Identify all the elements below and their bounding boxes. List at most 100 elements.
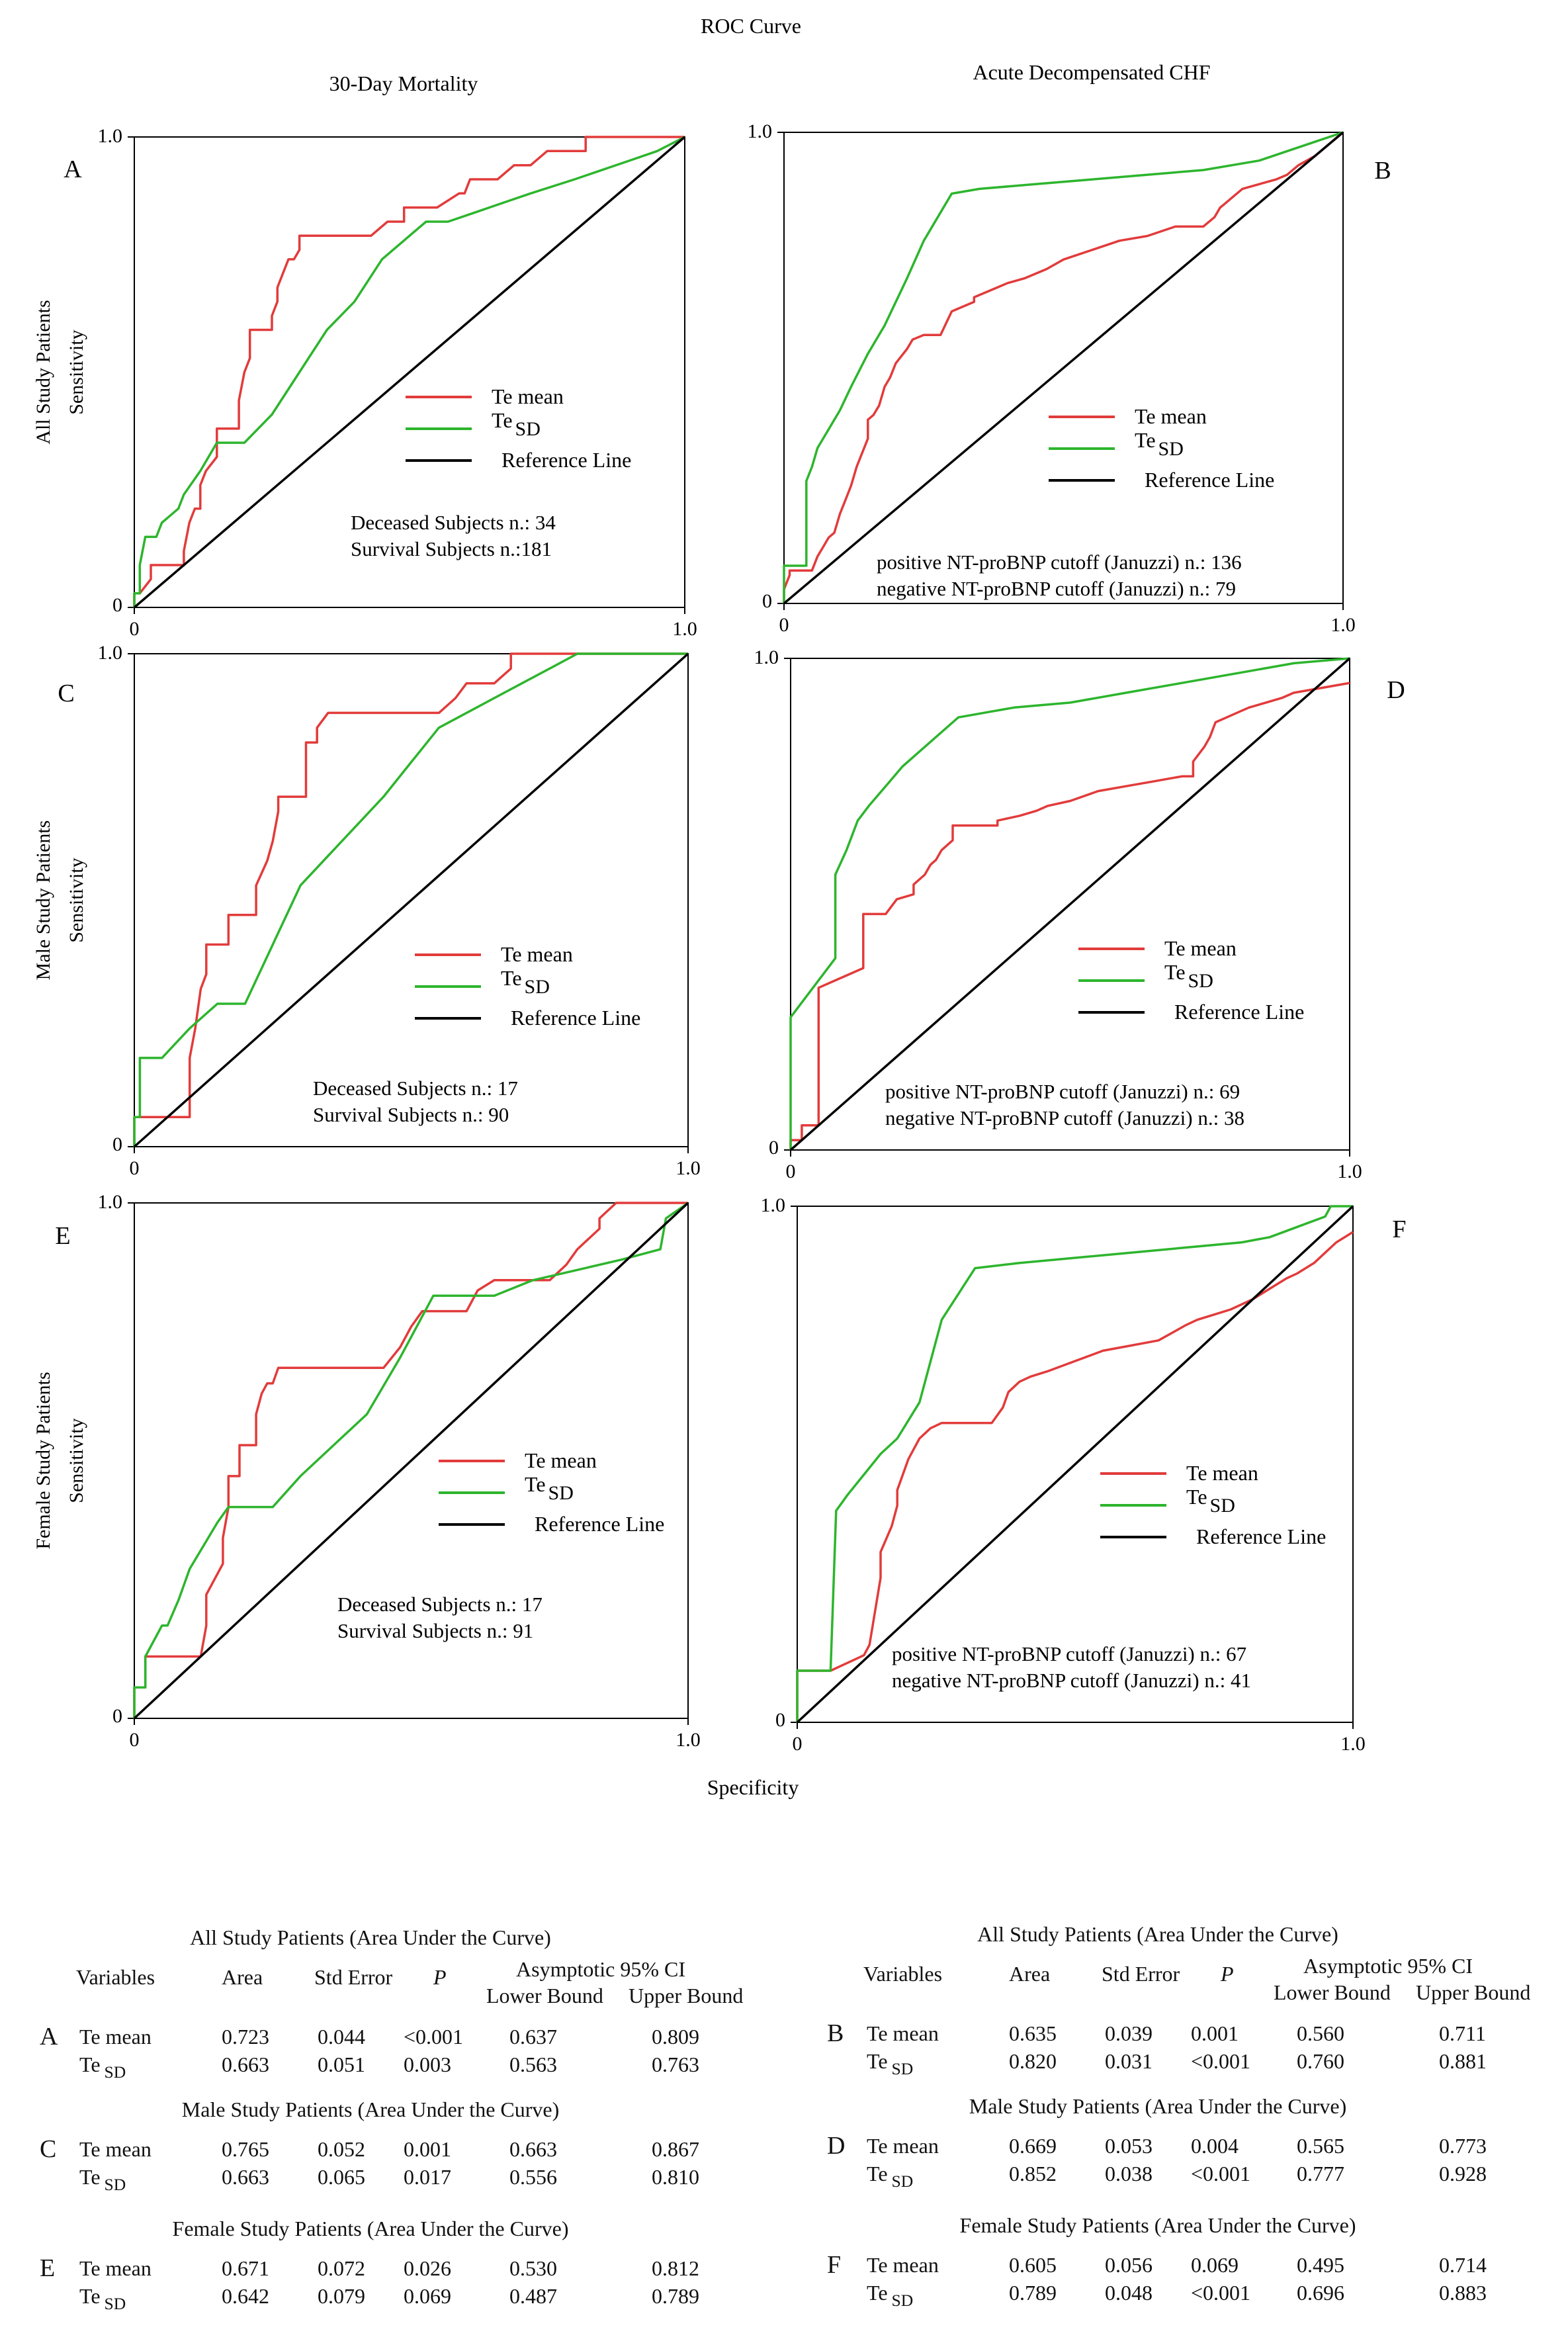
table-left-group-2-row-1-p: 0.069 xyxy=(404,2284,451,2308)
table-left-group-0-row-0-std-error: 0.044 xyxy=(318,2025,365,2049)
panel-d-letter: D xyxy=(1387,676,1405,704)
table-right-group-0-row-0-variable: Te mean xyxy=(867,2021,939,2045)
table-left-header-lower: Lower Bound xyxy=(486,1984,603,2008)
table-right-header-p: P xyxy=(1221,1962,1234,1986)
table-right-group-0-row-0-upper: 0.711 xyxy=(1439,2021,1486,2045)
panel-d-series-te-mean-line xyxy=(789,682,1350,1150)
table-left-group-2-row-1-area: 0.642 xyxy=(222,2284,269,2308)
table-right-group-1-row-0-std-error: 0.053 xyxy=(1105,2134,1153,2158)
panel-f-xlabel-min: 0 xyxy=(793,1733,803,1755)
panel-d-xlabel-max: 1.0 xyxy=(1337,1161,1362,1182)
panel-b-ylabel-max: 1.0 xyxy=(748,120,773,142)
panel-f-xlabel-max: 1.0 xyxy=(1340,1733,1366,1755)
panel-b-series-te-sd-line xyxy=(783,131,1344,603)
panel-a-legend-ref-label: Reference Line xyxy=(501,448,631,472)
table-left-group-2-letter: E xyxy=(40,2254,56,2282)
table-right-group-2-row-0-std-error: 0.056 xyxy=(1105,2253,1153,2277)
panel-c-legend-sd-label: Te SD xyxy=(501,966,550,998)
table-right-header-lower: Lower Bound xyxy=(1274,1980,1391,2004)
panel-c-xlabel-min: 0 xyxy=(130,1157,140,1179)
panel-b-ylabel-min: 0 xyxy=(762,590,772,612)
table-left-group-1-row-1-lower: 0.556 xyxy=(509,2165,557,2189)
table-left-group-0-row-1-lower: 0.563 xyxy=(509,2052,557,2076)
panel-b-legend-mean-label: Te mean xyxy=(1135,404,1207,428)
table-right-group-2-title: Female Study Patients (Area Under the Cu… xyxy=(959,2213,1356,2237)
y-axis-label-a: Sensitivity xyxy=(65,330,87,414)
col-title-chf: Acute Decompensated CHF xyxy=(973,60,1210,84)
panel-a-frame xyxy=(134,136,685,608)
table-right-group-2-row-1-upper: 0.883 xyxy=(1439,2281,1487,2305)
panel-b-letter: B xyxy=(1374,157,1391,185)
panel-a-annotation-1: Survival Subjects n.:181 xyxy=(351,537,552,560)
panel-d-legend-ref-label: Reference Line xyxy=(1174,1000,1304,1024)
table-right-group-2-row-0-upper: 0.714 xyxy=(1439,2253,1487,2277)
table-left-group-2-row-1-std-error: 0.079 xyxy=(318,2284,365,2308)
table-right-group-1-row-1-upper: 0.928 xyxy=(1439,2162,1487,2185)
table-right-group-2-letter: F xyxy=(827,2251,842,2279)
table-right-group-2-row-1-variable: Te SD xyxy=(867,2281,914,2310)
panel-e-letter: E xyxy=(55,1222,70,1250)
panel-c-legend-ref-label: Reference Line xyxy=(511,1006,640,1030)
panel-a-xlabel-min: 0 xyxy=(130,618,140,640)
panel-d-series-reference-line xyxy=(789,657,1351,1151)
panel-e-xlabel-min: 0 xyxy=(130,1729,140,1751)
row-title-a: All Study Patients xyxy=(32,300,54,444)
panel-c-legend-mean-label: Te mean xyxy=(501,942,573,966)
panel-a-legend-mean-label: Te mean xyxy=(492,384,564,408)
panel-a-xlabel-max: 1.0 xyxy=(672,618,697,640)
panel-c-annotation-1: Survival Subjects n.: 90 xyxy=(313,1103,509,1126)
panel-d-annotation-0: positive NT-proBNP cutoff (Januzzi) n.: … xyxy=(885,1080,1240,1103)
panel-c-series-te-sd-line xyxy=(133,652,688,1147)
panel-b-series-reference-line xyxy=(783,131,1344,605)
table-left-group-0-row-0-upper: 0.809 xyxy=(652,2025,699,2049)
table-right-group-0-row-0-area: 0.635 xyxy=(1009,2021,1057,2045)
panel-e-frame xyxy=(134,1202,689,1719)
panel-e-legend-sd-label: Te SD xyxy=(525,1472,574,1504)
table-left-group-1-row-1-std-error: 0.065 xyxy=(318,2165,365,2189)
panel-f-legend-mean-label: Te mean xyxy=(1186,1461,1258,1485)
panel-c-letter: C xyxy=(58,680,74,707)
table-right-header-upper: Upper Bound xyxy=(1416,1980,1531,2004)
row-title-c: Male Study Patients xyxy=(32,820,54,981)
table-left-group-2-row-0-lower: 0.530 xyxy=(509,2256,557,2280)
table-left-group-2-row-0-p: 0.026 xyxy=(404,2256,451,2280)
table-left-group-1-row-0-p: 0.001 xyxy=(404,2137,451,2161)
table-right-group-0-row-1-lower: 0.760 xyxy=(1297,2049,1344,2073)
table-left-group-1-row-1-p: 0.017 xyxy=(404,2165,451,2189)
table-right-group-1-row-0-p: 0.004 xyxy=(1191,2134,1239,2158)
table-left-group-1-row-0-variable: Te mean xyxy=(79,2137,152,2161)
panel-e-xlabel-max: 1.0 xyxy=(675,1729,701,1751)
panel-b-frame xyxy=(783,132,1344,604)
table-right-header-std-error: Std Error xyxy=(1102,1962,1180,1986)
panel-c-ylabel-min: 0 xyxy=(112,1133,122,1155)
panel-d-legend-sd-label: Te SD xyxy=(1164,960,1213,992)
panel-f-legend-ref-label: Reference Line xyxy=(1196,1524,1326,1548)
table-right-group-0-letter: B xyxy=(827,2019,844,2047)
table-right-group-1-row-1-area: 0.852 xyxy=(1009,2162,1057,2185)
table-left-group-0-title: All Study Patients (Area Under the Curve… xyxy=(190,1925,551,1949)
panel-f-annotation-0: positive NT-proBNP cutoff (Januzzi) n.: … xyxy=(892,1642,1246,1665)
table-left-group-1-row-1-upper: 0.810 xyxy=(652,2165,699,2189)
table-right-group-1-row-1-variable: Te SD xyxy=(867,2162,914,2191)
col-title-mortality: 30-Day Mortality xyxy=(329,71,478,95)
table-right-group-1-row-1-lower: 0.777 xyxy=(1297,2162,1344,2185)
panel-d-annotation-1: negative NT-proBNP cutoff (Januzzi) n.: … xyxy=(885,1106,1244,1129)
panel-b-annotation-1: negative NT-proBNP cutoff (Januzzi) n.: … xyxy=(877,577,1236,600)
panel-f-series-te-sd-line xyxy=(796,1205,1353,1722)
panel-b-legend-sd-label: Te SD xyxy=(1135,428,1184,460)
table-right-group-2-row-1-std-error: 0.048 xyxy=(1105,2281,1153,2305)
table-right-group-1-row-1-p: <0.001 xyxy=(1191,2162,1251,2185)
table-left-group-1-row-0-std-error: 0.052 xyxy=(318,2137,365,2161)
row-title-e: Female Study Patients xyxy=(32,1372,54,1549)
panel-c-series-te-mean-line xyxy=(133,652,688,1147)
table-right-group-0-row-1-std-error: 0.031 xyxy=(1105,2049,1153,2073)
table-left-group-0-row-1-area: 0.663 xyxy=(222,2052,269,2076)
table-right-group-0-row-1-area: 0.820 xyxy=(1009,2049,1057,2073)
table-left-header-std-error: Std Error xyxy=(314,1965,393,1989)
table-left-header-ci: Asymptotic 95% CI xyxy=(516,1957,685,1981)
table-left-group-1-letter: C xyxy=(40,2135,57,2163)
table-right-group-0-row-0-p: 0.001 xyxy=(1191,2021,1239,2045)
table-left-group-2-row-0-area: 0.671 xyxy=(222,2256,269,2280)
table-left-group-1-row-0-lower: 0.663 xyxy=(509,2137,557,2161)
table-left-group-1-row-1-area: 0.663 xyxy=(222,2165,269,2189)
